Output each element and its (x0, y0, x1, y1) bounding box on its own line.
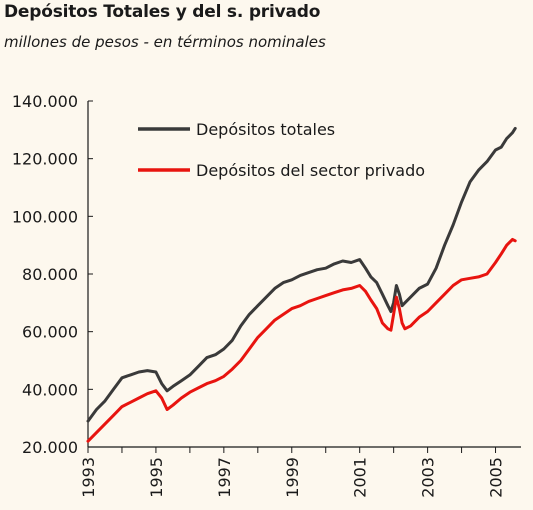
x-tick-label: 2003 (419, 457, 438, 498)
y-tick-label: 20.000 (22, 438, 78, 457)
series-layer (86, 126, 517, 443)
series-line-private (86, 237, 517, 443)
x-tick-label: 1993 (79, 457, 98, 498)
legend-label: Depósitos totales (196, 120, 335, 139)
chart-subtitle: millones de pesos - en términos nominale… (4, 33, 326, 51)
x-tick-label: 2001 (351, 457, 370, 498)
y-tick-label: 60.000 (22, 323, 78, 342)
series-line-total (86, 126, 517, 423)
x-tick-label: 2005 (487, 457, 506, 498)
y-tick-label: 40.000 (22, 380, 78, 399)
chart-title: Depósitos Totales y del s. privado (4, 2, 321, 22)
axes: 20.000 40.000 60.000 80.000 100.000 120.000 14… (12, 92, 521, 498)
y-tick-label: 80.000 (22, 265, 78, 284)
x-tick-label: 1997 (215, 457, 234, 498)
legend-label: Depósitos del sector privado (196, 161, 425, 180)
y-tick-label: 140.000 (12, 92, 78, 111)
y-tick-label: 100.000 (12, 207, 78, 226)
y-tick-label: 120.000 (12, 150, 78, 169)
x-tick-label: 1999 (283, 457, 302, 498)
x-tick-label: 1995 (147, 457, 166, 498)
legend: Depósitos totales Depósitos del sector pr… (138, 120, 425, 180)
